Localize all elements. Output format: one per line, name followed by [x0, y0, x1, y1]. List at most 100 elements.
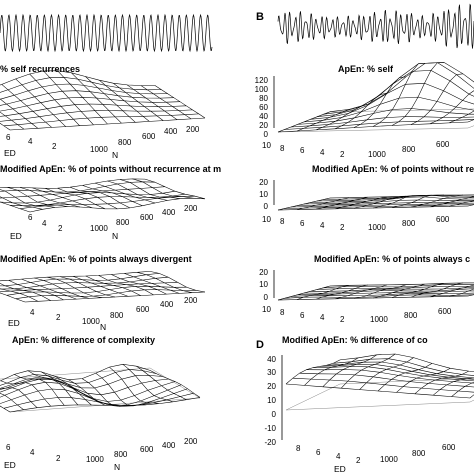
surface-mesh-line — [391, 62, 445, 126]
surface-mesh-line — [316, 194, 474, 202]
n-tick: 800 — [402, 145, 416, 154]
z-tick: 60 — [259, 103, 268, 112]
surface-mesh-line — [0, 77, 162, 93]
z-tick: 120 — [255, 76, 269, 85]
surface-mesh-line — [0, 369, 157, 386]
z-tick: 40 — [267, 355, 276, 364]
surface-mesh-line — [0, 276, 169, 290]
surface-mesh-line — [467, 204, 474, 207]
ed-tick: 4 — [28, 137, 33, 146]
surface-mesh-line — [6, 285, 187, 296]
n-tick: 200 — [184, 437, 198, 446]
n-tick: 800 — [118, 138, 132, 147]
n-tick: 800 — [402, 219, 416, 228]
n-tick: 400 — [164, 127, 178, 136]
ed-tick: 2 — [56, 454, 61, 463]
surface-mesh-line — [0, 98, 39, 129]
surface-mesh-line — [0, 181, 156, 193]
surface-mesh-line — [323, 284, 474, 289]
ticks-right-difference: 8 6 4 2 1000 800 600 ED — [296, 443, 456, 474]
z-tick: 40 — [259, 112, 268, 121]
ed-tick: 2 — [58, 224, 63, 233]
n-tick: 600 — [438, 307, 452, 316]
ed-tick: 6 — [300, 311, 305, 320]
surface-mesh-line — [303, 199, 474, 205]
surface-floor — [0, 367, 201, 413]
surface-mesh-line — [136, 365, 187, 400]
n-axis-label: N — [112, 150, 118, 160]
surface-mesh-line — [319, 364, 474, 380]
n-tick: 800 — [412, 449, 426, 458]
z-axis-right-apen: 120 100 80 60 40 20 0 — [255, 76, 275, 139]
ed-tick: 4 — [30, 308, 35, 317]
surface-mesh-line — [19, 195, 196, 209]
surface-mesh-line — [303, 96, 474, 123]
surface-mesh-line — [0, 364, 151, 382]
ed-tick: 6 — [300, 219, 305, 228]
surface-mesh-line — [290, 292, 474, 297]
surface-mesh-line — [9, 117, 206, 131]
surface-right-apen — [277, 62, 474, 133]
surface-mesh-line — [329, 282, 474, 287]
signal-line — [277, 3, 474, 49]
surface-mesh-line — [0, 178, 146, 189]
surface-mesh-line — [277, 205, 469, 211]
n-tick: 600 — [140, 213, 154, 222]
n-tick: 200 — [184, 296, 198, 305]
z-axis-right-always-divergent: 20 10 0 — [259, 268, 275, 302]
surface-mesh-line — [0, 282, 51, 301]
ed-tick: 8 — [280, 308, 285, 317]
surface-left-recurrence — [0, 70, 206, 131]
title-left-difference: ApEn: % difference of complexity — [12, 335, 155, 345]
surface-mesh-line — [0, 122, 11, 131]
surface-mesh-line — [316, 70, 474, 117]
n-tick: 400 — [162, 208, 176, 217]
surface-mesh-line — [24, 291, 206, 303]
n-tick: 1000 — [380, 455, 398, 464]
surface-mesh-line — [284, 119, 474, 130]
surface-mesh-line — [0, 103, 187, 117]
surface-mesh-line — [290, 116, 474, 128]
ed-axis-label: ED — [4, 460, 16, 470]
z-tick: 10 — [259, 190, 268, 199]
ed-tick: 4 — [336, 452, 341, 461]
surface-left-always-divergent — [0, 271, 206, 303]
surface-mesh-line — [303, 288, 474, 294]
surface-mesh-line — [0, 381, 182, 406]
title-left-modified-without: Modified ApEn: % of points without recur… — [0, 164, 221, 174]
surface-mesh-line — [0, 282, 178, 293]
ticks-right-always-divergent: 10 8 6 4 2 1000 800 600 — [262, 305, 452, 324]
z-tick: 10 — [267, 396, 276, 405]
surface-mesh-line — [0, 186, 166, 199]
surface-right-modified-without — [277, 194, 474, 211]
ed-tick: 8 — [296, 444, 301, 453]
surface-mesh-line — [0, 111, 25, 130]
surface-floor — [285, 377, 474, 411]
n-axis-label: N — [114, 462, 120, 472]
surface-mesh-line — [277, 121, 469, 133]
n-tick: 1000 — [86, 455, 104, 464]
title-right-modified-without: Modified ApEn: % of points without recu — [312, 164, 474, 174]
ed-tick: 10 — [262, 215, 271, 224]
ed-axis-label: ED — [4, 148, 16, 158]
title-left-always-divergent: Modified ApEn: % of points always diverg… — [0, 254, 192, 264]
z-tick: 0 — [264, 202, 269, 211]
ed-tick: 6 — [28, 213, 33, 222]
surface-mesh-line — [448, 200, 474, 207]
ed-tick: 6 — [6, 443, 11, 452]
ed-tick: 10 — [262, 141, 271, 150]
surface-mesh-line — [0, 190, 176, 204]
n-tick: 600 — [436, 140, 450, 149]
surface-mesh-line — [0, 97, 181, 112]
ed-tick: 4 — [320, 313, 325, 322]
surface-mesh-line — [285, 383, 471, 399]
ed-tick: 6 — [6, 133, 11, 142]
n-tick: 800 — [116, 218, 130, 227]
n-axis-label: N — [100, 322, 106, 332]
surface-mesh-line — [0, 109, 193, 122]
surface-mesh-line — [333, 358, 474, 376]
n-tick: 400 — [160, 300, 174, 309]
n-tick: 200 — [184, 204, 198, 213]
surface-mesh-line — [0, 378, 169, 396]
